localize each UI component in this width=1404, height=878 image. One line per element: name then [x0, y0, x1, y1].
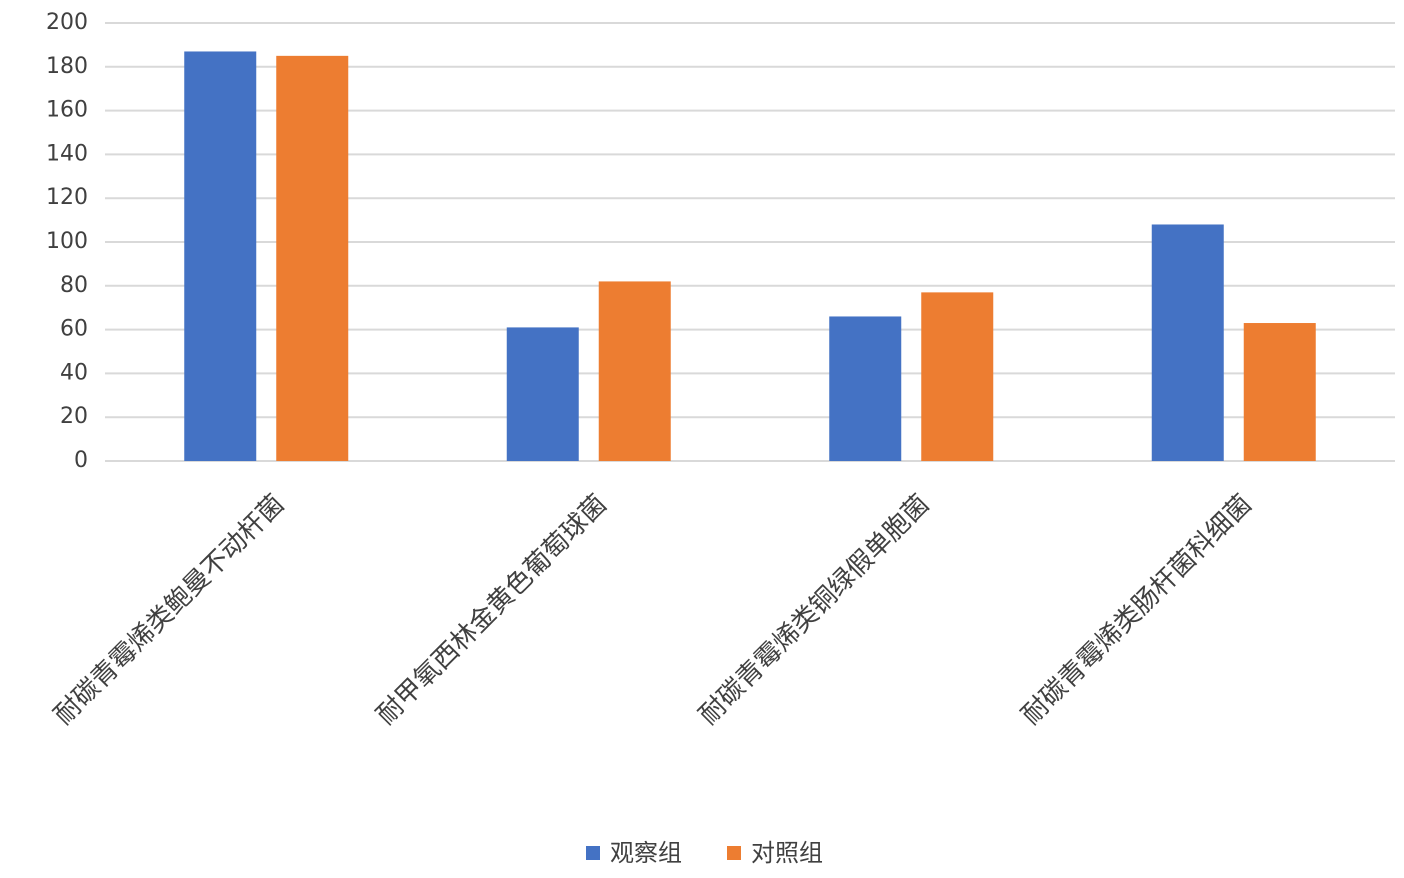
legend-label: 观察组 [610, 839, 682, 867]
bar [829, 316, 902, 461]
y-tick-label: 0 [74, 448, 88, 473]
bar [598, 281, 671, 461]
bar [184, 51, 257, 461]
bar [1151, 224, 1224, 461]
y-tick-label: 180 [46, 54, 88, 79]
bar [1243, 323, 1316, 461]
bar [506, 327, 579, 461]
x-tick-label: 耐碳青霉烯类肠杆菌科细菌 [1016, 489, 1258, 731]
y-tick-label: 160 [46, 98, 88, 123]
bar [276, 55, 349, 461]
x-tick-label: 耐甲氧西林金黄色葡萄球菌 [371, 489, 613, 731]
y-tick-label: 40 [60, 360, 88, 385]
x-tick-label: 耐碳青霉烯类鲍曼不动杆菌 [49, 489, 291, 731]
legend-label: 对照组 [751, 839, 823, 867]
y-tick-label: 60 [60, 317, 88, 342]
y-tick-label: 100 [46, 229, 88, 254]
y-tick-label: 80 [60, 273, 88, 298]
y-tick-label: 20 [60, 404, 88, 429]
x-tick-label: 耐碳青霉烯类铜绿假单胞菌 [694, 489, 936, 731]
legend-swatch [727, 846, 741, 860]
bar [921, 292, 994, 461]
y-tick-label: 200 [46, 10, 88, 35]
y-tick-label: 140 [46, 141, 88, 166]
y-tick-label: 120 [46, 185, 88, 210]
legend-swatch [586, 846, 600, 860]
